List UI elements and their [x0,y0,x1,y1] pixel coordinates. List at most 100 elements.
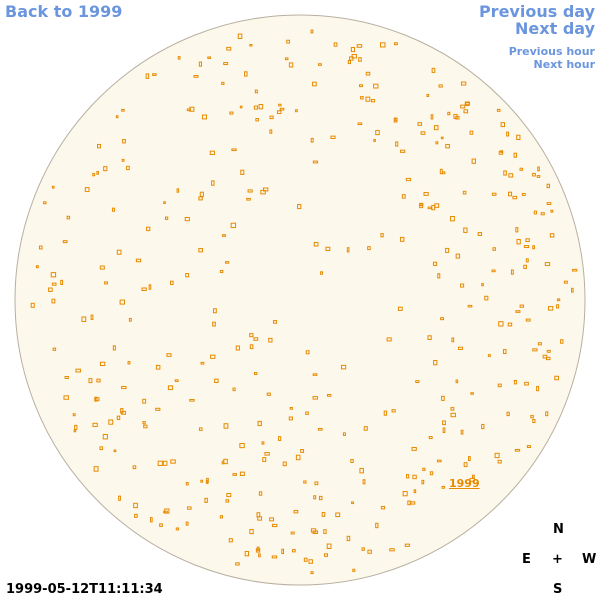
feature-contour [556,298,561,302]
feature-contour [358,57,362,62]
feature-contour [506,411,510,417]
back-link[interactable]: Back to 1999 [5,2,123,21]
feature-contour [460,283,465,288]
feature-contour [310,528,317,533]
feature-contour [462,190,467,195]
feature-contour [193,75,199,78]
feature-contour [204,497,208,503]
feature-contour [97,143,101,149]
feature-contour [293,509,299,514]
feature-contour [347,60,352,65]
feature-contour [90,314,94,320]
feature-contour [432,261,438,266]
feature-contour [406,474,410,479]
feature-contour [157,460,163,466]
feature-contour [572,268,578,272]
previous-hour-link[interactable]: Previous hour [508,45,595,58]
feature-contour [363,426,368,431]
previous-day-link[interactable]: Previous day [478,2,595,21]
feature-contour [386,337,392,342]
feature-contour [62,240,68,244]
feature-contour [532,172,536,177]
feature-contour [213,308,217,314]
feature-contour [258,104,264,110]
feature-contour [132,465,137,470]
feature-contour [246,197,251,201]
feature-contour [167,385,174,390]
feature-contour [323,529,327,534]
feature-contour [358,84,363,88]
feature-contour [269,517,275,522]
feature-contour [455,253,461,259]
feature-contour [346,247,350,253]
feature-contour [310,571,314,575]
feature-contour [133,502,138,509]
feature-contour [52,347,57,351]
next-day-link[interactable]: Next day [515,19,595,38]
feature-contour [525,238,530,243]
feature-contour [470,392,474,395]
feature-contour [264,452,270,456]
feature-contour [290,531,295,535]
feature-contour [255,548,261,553]
feature-contour [521,192,526,196]
feature-contour [185,273,190,278]
feature-contour [207,56,212,59]
feature-contour [174,379,179,382]
feature-contour [116,249,122,255]
feature-contour [185,521,189,526]
feature-contour [226,46,232,51]
next-hour-link[interactable]: Next hour [533,58,596,71]
feature-contour [121,108,125,112]
feature-contour [362,479,366,485]
feature-contour [60,279,64,285]
feature-contour [394,118,398,122]
feature-contour [121,158,125,162]
feature-contour [380,42,386,48]
feature-contour [560,339,564,344]
feature-contour [349,56,354,61]
feature-contour [373,138,376,142]
feature-contour [225,261,230,264]
feature-contour [74,424,78,430]
feature-contour [310,137,314,143]
feature-contour [445,143,450,149]
feature-contour [249,344,254,350]
feature-contour [422,467,426,471]
feature-contour [142,421,146,425]
feature-contour [370,99,376,103]
feature-contour [219,515,223,519]
feature-contour [494,452,500,459]
feature-contour [367,549,372,554]
feature-contour [176,188,180,193]
feature-contour [420,131,426,135]
feature-contour [141,287,147,292]
feature-contour [73,429,77,433]
feature-contour [310,29,314,34]
feature-contour [247,189,253,193]
feature-contour [407,500,411,506]
feature-contour [303,557,308,562]
region-label[interactable]: 1999 [449,477,480,490]
feature-contour [187,506,192,510]
feature-contour [163,510,168,514]
feature-contour [126,165,130,171]
feature-contour [244,71,248,77]
feature-contour [375,522,379,529]
feature-contour [410,501,416,505]
feature-contour [423,191,429,196]
feature-contour [223,423,229,429]
feature-contour [72,413,76,417]
feature-contour [143,424,148,429]
feature-contour [128,317,132,322]
feature-contour [365,71,371,76]
feature-contour [177,56,181,60]
feature-contour [201,114,207,120]
feature-contour [185,482,189,486]
feature-contour [419,203,424,209]
feature-contour [51,185,55,189]
feature-contour [351,501,354,505]
feature-contour [255,118,259,122]
